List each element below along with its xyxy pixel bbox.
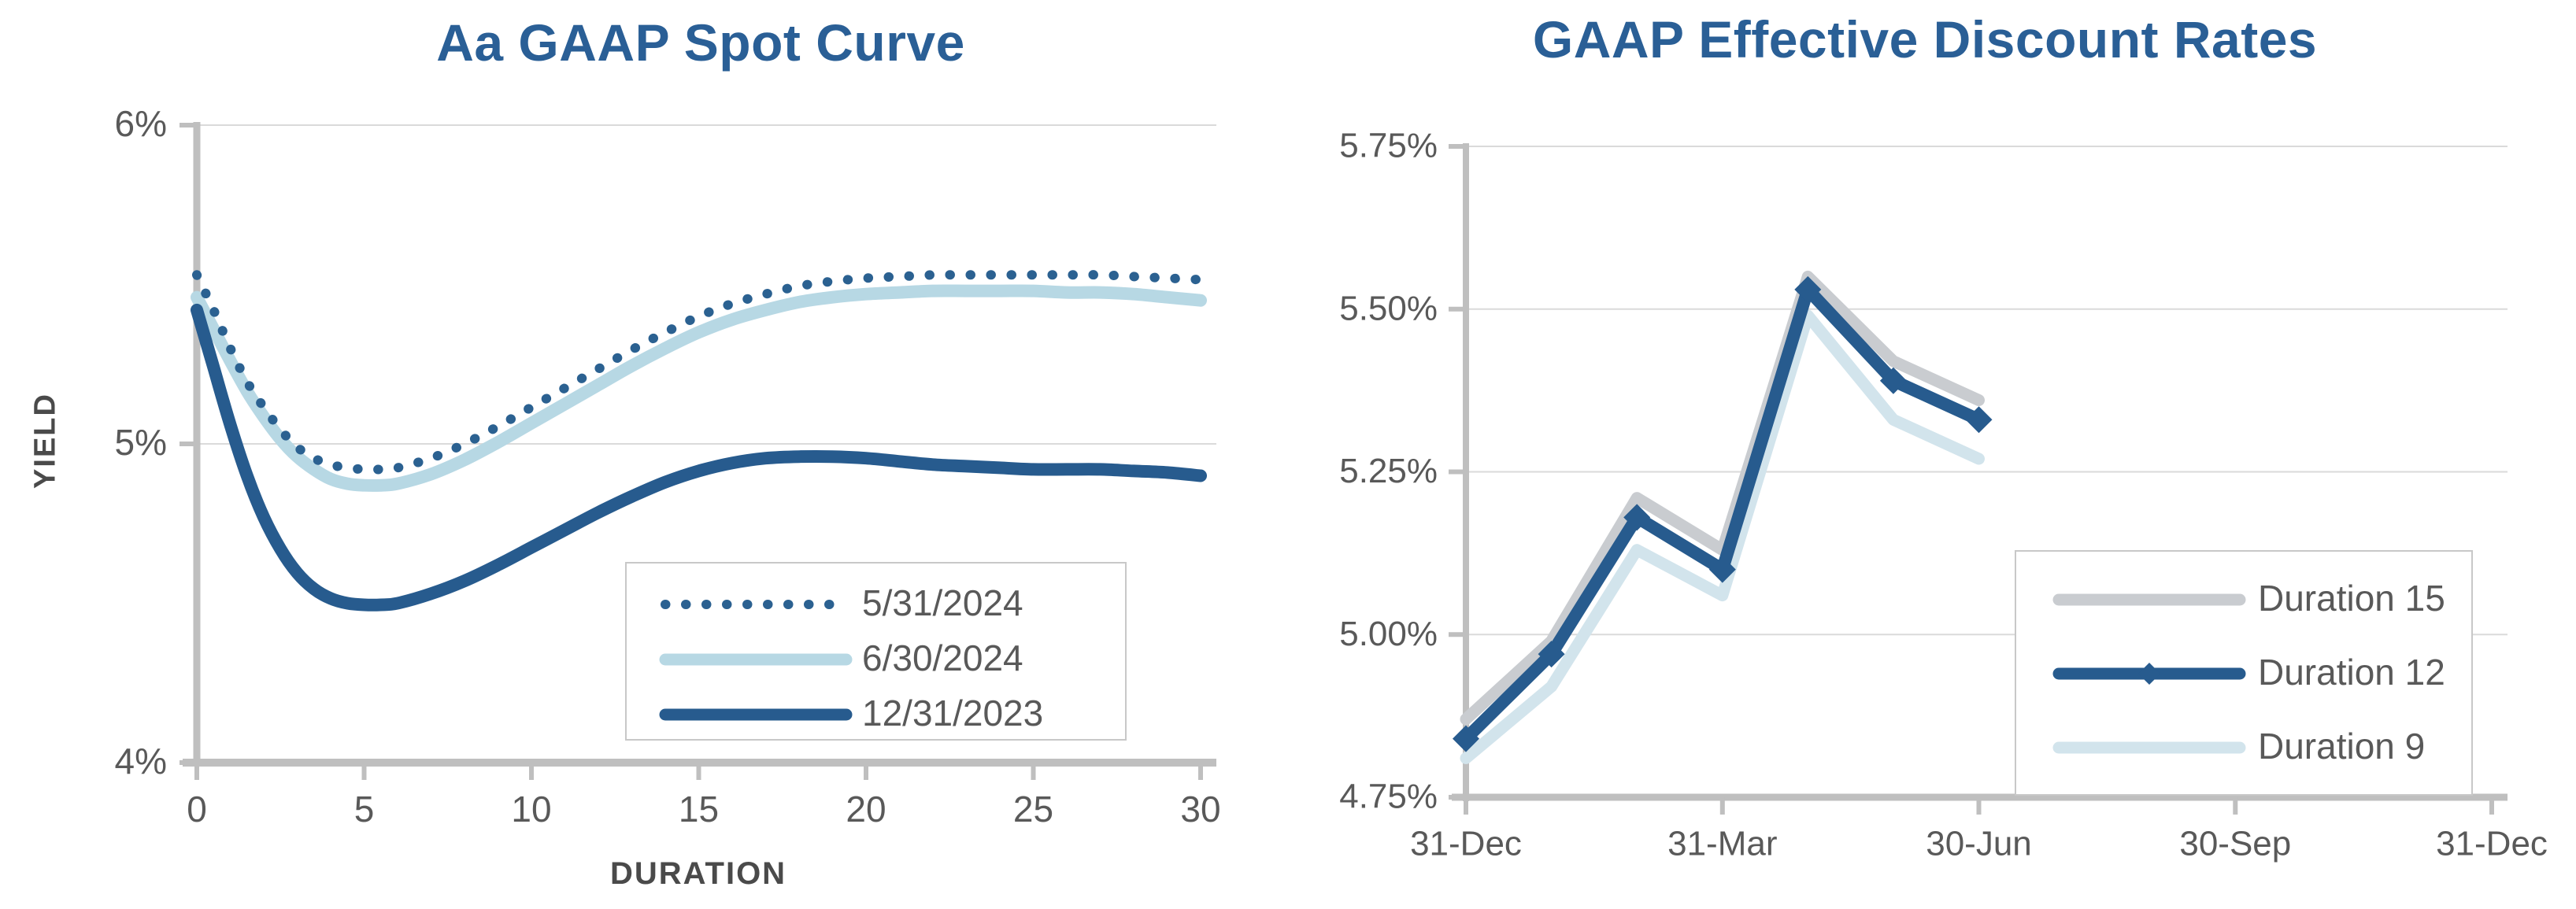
legend-label: Duration 9 xyxy=(2258,726,2425,767)
data-point-marker xyxy=(1794,275,1822,303)
spot-curve-title: Aa GAAP Spot Curve xyxy=(436,13,965,72)
series-6-30-2024 xyxy=(191,284,1207,492)
y-tick-label: 4% xyxy=(115,741,167,782)
discount-rates-title: GAAP Effective Discount Rates xyxy=(1532,10,2318,68)
y-tick-label: 4.75% xyxy=(1339,778,1438,816)
x-tick-label: 5 xyxy=(354,789,375,830)
legend-label: 6/30/2024 xyxy=(862,637,1023,678)
y-tick-label: 6% xyxy=(115,103,167,144)
series-12-31-2023 xyxy=(191,303,1207,612)
data-point-marker xyxy=(1623,504,1651,531)
legend-label: Duration 12 xyxy=(2258,652,2445,693)
x-tick-label: 30-Sep xyxy=(2179,825,2291,863)
y-tick-label: 5.75% xyxy=(1339,127,1438,165)
legend-label: 5/31/2024 xyxy=(862,582,1023,623)
y-tick-label: 5.50% xyxy=(1339,289,1438,327)
y-tick-label: 5.25% xyxy=(1339,452,1438,490)
x-tick-label: 30-Jun xyxy=(1926,825,2032,863)
x-tick-label: 31-Mar xyxy=(1667,825,1777,863)
x-tick-label: 31-Dec xyxy=(1410,825,1522,863)
spot-curve-y-axis-title: YIELD xyxy=(28,393,62,489)
series-Duration-12 xyxy=(1460,283,1986,745)
data-point-marker xyxy=(1453,725,1479,752)
spot-curve-x-axis-title: DURATION xyxy=(609,856,787,891)
x-tick-label: 15 xyxy=(679,789,719,830)
data-point-marker xyxy=(1538,641,1565,668)
x-tick-label: 31-Dec xyxy=(2436,825,2548,863)
series-5-31-2024 xyxy=(192,270,1205,475)
data-point-marker xyxy=(1708,556,1736,583)
legend-diamond-marker xyxy=(2138,663,2160,685)
x-tick-label: 10 xyxy=(511,789,551,830)
legend-label: Duration 15 xyxy=(2258,578,2445,619)
data-point-marker xyxy=(1965,406,1993,434)
data-point-marker xyxy=(1879,367,1907,394)
x-tick-label: 20 xyxy=(846,789,886,830)
legend-label: 12/31/2023 xyxy=(862,693,1043,733)
x-tick-label: 30 xyxy=(1180,789,1220,830)
y-tick-label: 5% xyxy=(115,422,167,463)
x-tick-label: 0 xyxy=(187,789,207,830)
series-Duration-9 xyxy=(1460,309,1985,764)
y-tick-label: 5.00% xyxy=(1339,615,1438,653)
x-tick-label: 25 xyxy=(1013,789,1053,830)
